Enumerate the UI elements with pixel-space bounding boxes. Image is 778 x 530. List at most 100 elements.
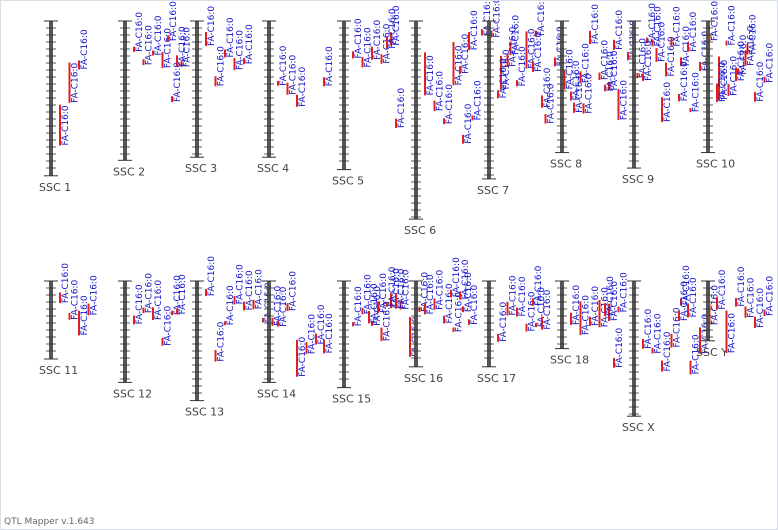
qtl-label: FA-C16:0 — [61, 263, 71, 303]
qtl-label: FA-C16:0 — [747, 277, 757, 317]
qtl-label: FA-C16:0 — [728, 5, 738, 45]
qtl-label: FA-C16:0 — [537, 1, 547, 36]
chromosome-label: SSC 1 — [39, 181, 71, 194]
qtl-label: FA-C16:0 — [145, 25, 155, 65]
qtl-label: FA-C16:0 — [245, 24, 255, 64]
chromosome-bar — [560, 281, 564, 349]
chromosome-ssc-2: SSC 2FA-C16:0 FA-C16:0 FA-C16:0 FA-C16:0FA-… — [113, 12, 193, 179]
qtl-label: FA-C16:0 — [591, 4, 601, 44]
chromosome-label: SSC X — [622, 421, 655, 434]
qtl-label: FA-C16:0 — [71, 62, 81, 102]
chromosome-bar — [195, 21, 199, 158]
qtl-label: FA-C16:0 — [90, 275, 100, 315]
qtl-label: FA-C16:0 — [474, 80, 484, 120]
chromosome-label: SSC 11 — [39, 364, 78, 377]
qtl-label: FA-C16:0 — [528, 28, 538, 68]
qtl-label: FA-C16:0 — [173, 62, 183, 102]
qtl-label: FA-C16:0 — [610, 281, 620, 321]
chromosome-bar — [267, 281, 271, 383]
qtl-label: FA-C16:0 — [610, 50, 620, 90]
qtl-label: FA-C16:0 — [164, 28, 174, 68]
qtl-label: FA-C16:0 — [663, 82, 673, 122]
qtl-label: FA-C16:0 — [547, 83, 557, 123]
chromosome-label: SSC 5 — [332, 175, 364, 188]
qtl-label: FA-C16:0 — [509, 275, 519, 315]
qtl-label: FA-C16:0 — [575, 73, 585, 113]
qtl-label: FA-C16:0 — [739, 34, 749, 74]
chromosome-ssc-1: SSC 1FA-C16:0FA-C16:0FA-C16:0 — [39, 20, 90, 194]
qtl-label: FA-C16:0 — [620, 80, 630, 120]
qtl-label: FA-C16:0 — [455, 45, 465, 85]
qtl-label: FA-C16:0 — [667, 36, 677, 76]
qtl-label: FA-C16:0 — [455, 292, 465, 332]
chromosome-label: SSC 3 — [185, 162, 217, 175]
qtl-label: FA-C16:0 — [543, 67, 553, 107]
qtl-label: FA-C16:0 — [766, 276, 776, 316]
qtl-label: FA-C16:0 — [436, 71, 446, 111]
chromosome-label: SSC 15 — [332, 393, 371, 406]
chromosome-label: SSC 18 — [550, 354, 589, 367]
qtl-label: FA-C16:0 — [388, 266, 398, 306]
qtl-label: FA-C16:0 — [255, 269, 265, 309]
qtl-label: FA-C16:0 — [426, 55, 436, 95]
qtl-label: FA-C16:0 — [572, 60, 582, 100]
qtl-label: FA-C16:0 — [397, 268, 407, 308]
chromosome-label: SSC 8 — [550, 158, 582, 171]
qtl-label: FA-C16:0 — [61, 105, 71, 145]
qtl-label: FA-C16:0 — [325, 46, 335, 86]
qtl-label: FA-C16:0 — [537, 287, 547, 327]
qtl-label: FA-C16:0 — [392, 5, 402, 45]
chromosome-bar — [706, 281, 710, 341]
qtl-label: FA-C16:0 — [135, 284, 145, 324]
qtl-label: FA-C16:0 — [601, 40, 611, 80]
qtl-label: FA-C16:0 — [730, 56, 740, 96]
qtl-label: FA-C16:0 — [673, 6, 683, 46]
chromosome-bar — [560, 21, 564, 153]
chromosome-label: SSC 4 — [257, 162, 289, 175]
qtl-label: FA-C16:0 — [658, 22, 668, 62]
qtl-label: FA-C16:0 — [226, 285, 236, 325]
qtl-label: FA-C16:0 — [379, 273, 389, 313]
qtl-label: FA-C16:0 — [470, 285, 480, 325]
qtl-label: FA-C16:0 — [534, 265, 544, 305]
chromosome-label: SSC 17 — [477, 372, 516, 385]
qtl-label: FA-C16:0 — [766, 43, 776, 83]
qtl-label: FA-C16:0 — [582, 43, 592, 83]
qtl-label: FA-C16:0 — [648, 3, 658, 43]
chromosome-label: SSC 14 — [257, 387, 296, 400]
qtl-label: FA-C16:0 — [528, 291, 538, 331]
qtl-label: FA-C16:0 — [354, 286, 364, 326]
qtl-label: FA-C16:0 — [606, 51, 616, 91]
chromosome-label: SSC 12 — [113, 387, 152, 400]
chromosome-bar — [123, 281, 127, 383]
qtl-label: FA-C16:0 — [654, 313, 664, 353]
qtl-label: FA-C16:0 — [178, 274, 188, 314]
qtl-label: FA-C16:0 — [154, 280, 164, 320]
chromosome-label: SSC 6 — [404, 224, 436, 237]
qtl-label: FA-C16:0 — [654, 6, 664, 46]
qtl-label: FA-C16:0 — [720, 59, 730, 99]
qtl-label: FA-C16:0 — [325, 313, 335, 353]
qtl-label: FA-C16:0 — [80, 29, 90, 69]
qtl-label: FA-C16:0 — [164, 305, 174, 345]
qtl-label: FA-C16:0 — [543, 289, 553, 329]
chromosome-label: SSC Y — [696, 346, 728, 359]
qtl-label: FA-C16:0 — [499, 302, 509, 342]
qtl-label: FA-C16:0 — [644, 309, 654, 349]
qtl-label: FA-C16:0 — [373, 19, 383, 59]
qtl-label: FA-C16:0 — [183, 27, 193, 67]
qtl-label: FA-C16:0 — [464, 272, 474, 312]
chromosome-bar — [706, 21, 710, 153]
qtl-label: FA-C16:0 — [279, 286, 289, 326]
qtl-label: FA-C16:0 — [217, 321, 227, 361]
qtl-label: FA-C16:0 — [274, 286, 284, 326]
qtl-label: FA-C16:0 — [470, 10, 480, 50]
chromosome-bar — [342, 21, 346, 170]
